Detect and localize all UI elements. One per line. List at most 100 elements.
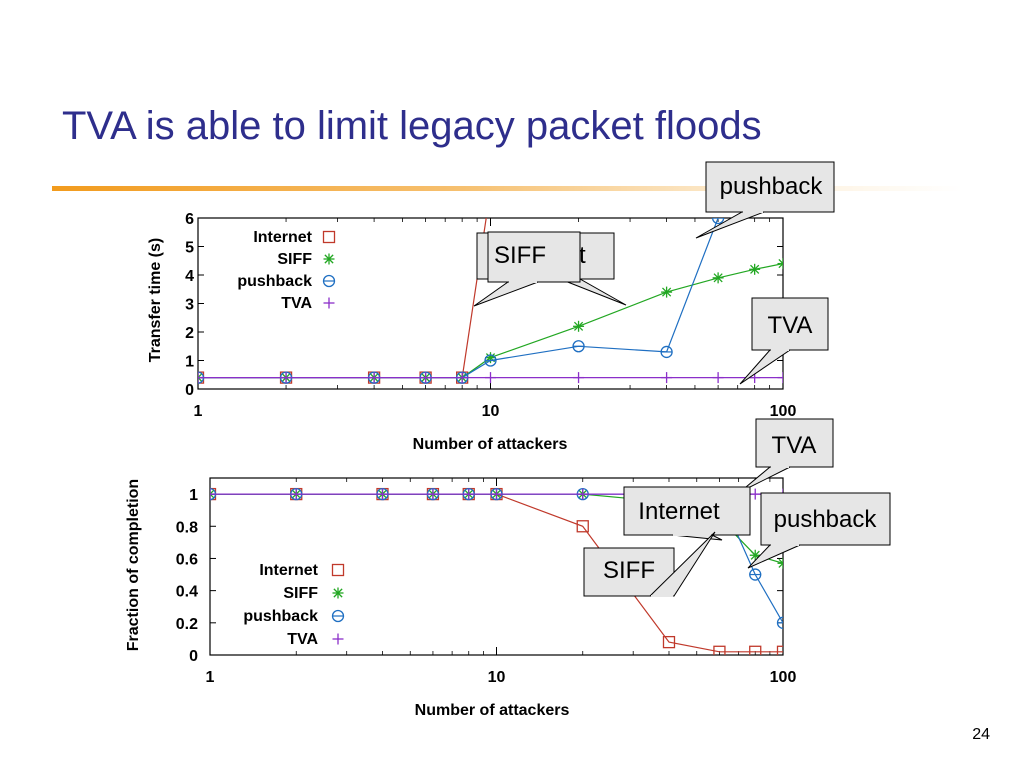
callout-label: SIFF — [494, 242, 546, 269]
legend-label: pushback — [237, 273, 312, 290]
data-point-tva — [456, 372, 468, 384]
data-point-siff — [573, 320, 585, 332]
data-point-tva — [420, 372, 432, 384]
legend-marker-tva — [323, 297, 335, 309]
callout-box — [623, 486, 751, 536]
callout-siff: SIFF — [583, 531, 716, 597]
callout-pointer — [559, 278, 627, 306]
y-tick-label: 0.8 — [176, 519, 198, 536]
x-tick-label: 100 — [770, 669, 797, 686]
legend-marker-internet — [322, 230, 336, 244]
callout-box — [705, 161, 835, 213]
x-tick-label: 100 — [770, 403, 797, 420]
data-point-siff — [777, 258, 783, 270]
x-tick-label: 1 — [194, 403, 203, 420]
callout-pointer — [473, 281, 539, 307]
legend-marker-tva — [332, 633, 344, 645]
legend-label: Internet — [259, 562, 318, 579]
data-point-pushback — [776, 616, 783, 629]
data-point-tva — [463, 488, 475, 500]
callout-box — [760, 492, 891, 546]
chart-2: 0 0.2 0.4 0.6 0.8 1 1 10 100 Number of attackers F… — [125, 477, 797, 719]
callout-pushback: pushback — [695, 161, 835, 239]
data-point-tva — [376, 488, 388, 500]
callout-box — [755, 418, 834, 468]
x-axis-label: Number of attackers — [415, 702, 570, 719]
callout-label: Internet — [638, 498, 720, 525]
data-point-tva — [427, 488, 439, 500]
callout-pushback: pushback — [747, 492, 891, 569]
data-point-siff — [485, 352, 496, 364]
callout-label: pushback — [720, 173, 824, 200]
callout-siff: SIFF — [473, 231, 581, 307]
legend: Internet SIFF pushback TVA — [243, 562, 345, 648]
legend-label: SIFF — [277, 251, 312, 268]
data-point-siff — [777, 557, 783, 569]
data-point-tva — [210, 488, 216, 500]
legend-marker-pushback — [331, 609, 345, 623]
data-point-siff — [661, 286, 673, 298]
data-point-pushback — [660, 345, 673, 359]
legend-label: SIFF — [283, 585, 318, 602]
callout-label: SIFF — [603, 557, 655, 584]
callout-box — [487, 231, 581, 283]
legend-label: TVA — [287, 631, 318, 648]
y-tick-label: 1 — [185, 354, 194, 371]
y-tick-label: 6 — [185, 211, 194, 228]
x-tick-label: 10 — [482, 403, 500, 420]
y-tick-label: 5 — [185, 240, 194, 257]
x-axis-label: Number of attackers — [413, 436, 568, 453]
legend-marker-siff — [323, 253, 335, 265]
data-point-tva — [280, 372, 292, 384]
legend-label: pushback — [243, 608, 318, 625]
slide-title: TVA is able to limit legacy packet flood… — [62, 104, 762, 148]
y-tick-label: 4 — [185, 268, 194, 285]
x-tick-label: 10 — [488, 669, 506, 686]
y-tick-label: 0.6 — [176, 551, 198, 568]
y-tick-label: 0.4 — [176, 584, 198, 601]
data-point-siff — [712, 272, 724, 284]
legend: Internet SIFF pushback TVA — [237, 229, 336, 312]
data-point-tva — [290, 488, 302, 500]
data-point-internet — [713, 645, 726, 655]
callout-tva: TVA — [739, 297, 829, 385]
legend-label: Internet — [253, 229, 312, 246]
data-point-internet — [749, 645, 762, 655]
title-underline — [52, 186, 962, 191]
callout-tva: TVA — [739, 418, 834, 493]
data-point-pushback — [484, 354, 497, 367]
legend-marker-pushback — [322, 274, 336, 288]
data-point-tva — [485, 372, 496, 384]
callout-label: pushback — [774, 506, 878, 533]
x-tick-label: 1 — [206, 669, 215, 686]
y-axis-label: Transfer time (s) — [147, 238, 164, 362]
data-point-tva — [749, 488, 761, 500]
y-axis-label: Fraction of completion — [125, 479, 142, 651]
y-tick-label: 1 — [189, 487, 198, 504]
data-point-tva — [198, 372, 204, 384]
data-point-internet — [662, 635, 676, 649]
legend-label: TVA — [281, 295, 312, 312]
data-point-tva — [368, 372, 380, 384]
callout-label: TVA — [768, 312, 813, 339]
data-point-tva — [777, 372, 783, 384]
page-number: 24 — [972, 726, 990, 743]
data-point-pushback — [711, 218, 725, 225]
callout-internet: Internet — [623, 486, 751, 541]
callout-label: TVA — [772, 432, 817, 459]
y-tick-label: 0.2 — [176, 616, 198, 633]
legend-marker-siff — [332, 587, 344, 599]
callout-pointer — [695, 211, 765, 239]
data-point-internet — [776, 645, 783, 655]
y-tick-label: 2 — [185, 325, 194, 342]
data-point-tva — [577, 488, 589, 500]
data-point-tva — [661, 372, 673, 384]
legend-marker-internet — [331, 563, 345, 577]
data-point-siff — [749, 263, 761, 275]
y-tick-label: 3 — [185, 297, 194, 314]
y-tick-label: 0 — [189, 648, 198, 665]
data-point-tva — [491, 488, 502, 500]
data-point-tva — [712, 372, 724, 384]
